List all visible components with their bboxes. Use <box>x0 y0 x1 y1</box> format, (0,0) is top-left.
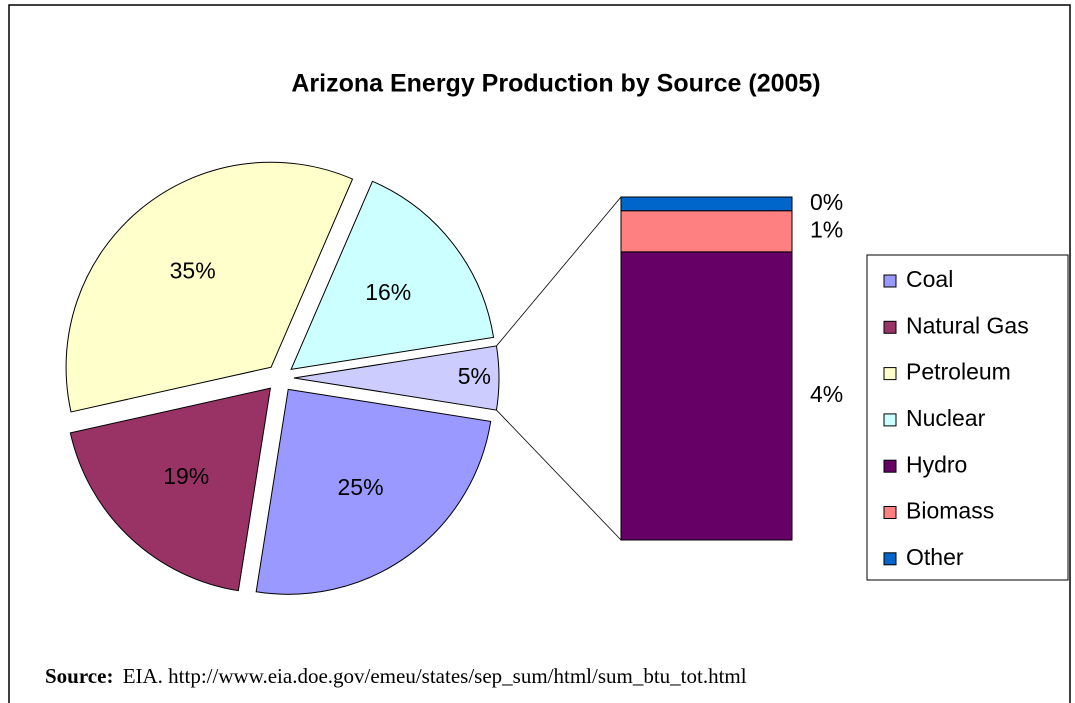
pie-slice <box>69 387 272 592</box>
pie-slice <box>65 161 354 413</box>
slice-label: 16% <box>365 279 411 305</box>
legend-label: Other <box>906 544 964 570</box>
legend-swatch <box>883 367 897 381</box>
legend-label: Nuclear <box>906 405 986 431</box>
legend-swatch <box>883 459 897 473</box>
legend-box <box>866 254 1069 581</box>
legend-swatch <box>883 413 897 427</box>
legend-swatch <box>883 274 897 288</box>
pie-slice <box>293 345 500 411</box>
source-text: EIA. http://www.eia.doe.gov/emeu/states/… <box>123 664 747 688</box>
source-label: Source: <box>45 664 113 688</box>
pie-slice <box>255 388 492 595</box>
legend-label: Petroleum <box>906 359 1011 385</box>
bar-segment <box>620 196 793 212</box>
legend-swatch <box>883 320 897 334</box>
slice-label: 35% <box>170 258 216 284</box>
source-note: Source: EIA. http://www.eia.doe.gov/emeu… <box>45 664 747 688</box>
legend-label: Coal <box>906 266 953 292</box>
bar-segment <box>620 210 793 253</box>
legend-label: Natural Gas <box>906 312 1029 338</box>
legend-swatch <box>883 552 897 566</box>
bar-segment <box>620 251 793 541</box>
chart-title: Arizona Energy Production by Source (200… <box>291 70 820 98</box>
bar-label: 0% <box>810 189 843 215</box>
connector <box>496 409 622 541</box>
slice-label: 19% <box>163 463 209 489</box>
legend-swatch <box>883 506 897 519</box>
bar-label: 4% <box>810 381 843 407</box>
legend-label: Biomass <box>906 498 994 524</box>
connector <box>496 196 622 347</box>
legend-label: Hydro <box>906 451 967 477</box>
slice-label: 25% <box>338 474 384 500</box>
slice-label: 5% <box>458 363 491 389</box>
pie-slice <box>290 180 495 371</box>
bar-label: 1% <box>810 216 843 242</box>
